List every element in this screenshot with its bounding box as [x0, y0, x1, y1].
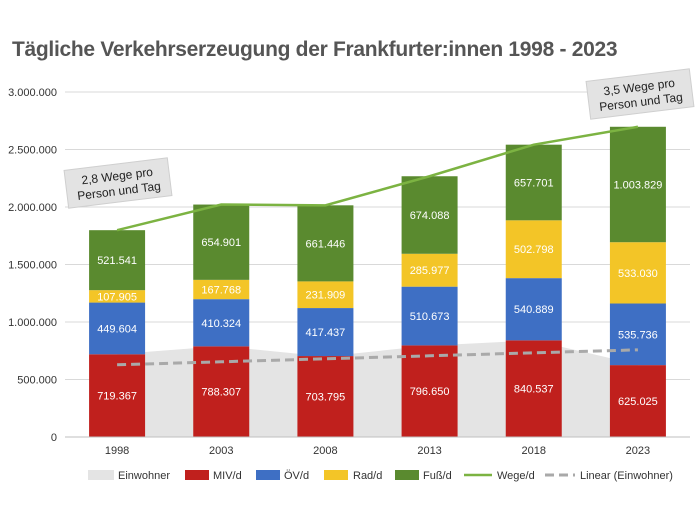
y-tick-label: 1.500.000 [8, 260, 57, 272]
stacked-bars: 719.367 449.604 107.905 521.541 788.307 410.3… [89, 126, 666, 437]
legend-label: Wege/d [497, 470, 535, 482]
line-wege [116, 125, 639, 232]
legend-label: Einwohner [118, 470, 170, 482]
bar-miv-2013 [401, 345, 458, 437]
y-axis: 0 500.000 1.000.000 1.500.000 2.000.000 2.500… [8, 87, 57, 444]
data-label-rad: 533.030 [618, 268, 658, 280]
bar-miv-2023 [609, 365, 666, 437]
data-label-rad: 285.977 [410, 265, 450, 277]
x-tick-label: 2018 [522, 445, 546, 457]
data-label-fuss: 1.003.829 [613, 179, 662, 191]
legend-swatch-oev [256, 470, 280, 480]
y-tick-label: 500.000 [17, 375, 57, 387]
data-label-miv: 719.367 [97, 391, 137, 403]
chart-title: Tägliche Verkehrserzeugung der Frankfurt… [12, 38, 618, 61]
bar-fuss-2013 [401, 176, 458, 254]
y-tick-label: 1.000.000 [8, 317, 57, 329]
legend-swatch-miv [185, 470, 209, 480]
legend-swatch-einwohner [88, 470, 114, 480]
bar-rad-2003 [193, 279, 250, 300]
bar-miv-2018 [505, 340, 562, 437]
bar-fuss-2023 [609, 126, 666, 243]
x-axis: 1998 2003 2008 2013 2018 2023 [65, 436, 690, 457]
data-label-miv: 788.307 [201, 387, 241, 399]
bar-oev-2008 [297, 308, 354, 357]
trendline-einwohner [117, 348, 638, 367]
x-tick-label: 2013 [417, 445, 441, 457]
legend-label: ÖV/d [284, 470, 309, 482]
bar-oev-2013 [401, 286, 458, 346]
bar-rad-2023 [609, 242, 666, 304]
bar-miv-1998 [89, 354, 146, 437]
data-label-fuss: 674.088 [410, 210, 450, 222]
y-tick-label: 0 [51, 432, 57, 444]
x-tick-label: 2003 [209, 445, 233, 457]
y-tick-label: 2.500.000 [8, 145, 57, 157]
x-tick-label: 2023 [626, 445, 650, 457]
y-tick-label: 2.000.000 [8, 202, 57, 214]
bar-oev-2018 [505, 278, 562, 341]
bar-fuss-2003 [193, 204, 250, 280]
legend-label: Fuß/d [423, 470, 452, 482]
legend-swatch-fuss [395, 470, 419, 480]
legend: Einwohner MIV/d ÖV/d Rad/d Fuß/d Wege/d Linear… [88, 470, 673, 482]
bar-rad-2008 [297, 281, 354, 309]
data-label-fuss: 521.541 [97, 255, 137, 267]
bar-oev-2003 [193, 299, 250, 347]
legend-label: Rad/d [353, 470, 382, 482]
x-tick-label: 1998 [105, 445, 129, 457]
data-label-miv: 625.025 [618, 396, 658, 408]
data-label-rad: 107.905 [97, 291, 137, 303]
data-label-fuss: 657.701 [514, 177, 554, 189]
bar-oev-2023 [609, 303, 666, 366]
bar-miv-2008 [297, 356, 354, 437]
annotation-box [63, 157, 173, 209]
data-label-oev: 449.604 [97, 323, 137, 335]
legend-label: MIV/d [213, 470, 242, 482]
legend-label: Linear (Einwohner) [580, 470, 673, 482]
bar-fuss-2008 [297, 205, 354, 282]
bar-fuss-1998 [89, 230, 146, 291]
annotation-box [585, 68, 695, 120]
data-label-oev: 535.736 [618, 329, 658, 341]
bar-rad-1998 [89, 290, 146, 303]
data-label-miv: 703.795 [306, 392, 346, 404]
bar-fuss-2018 [505, 144, 562, 221]
data-label-rad: 231.909 [306, 290, 346, 302]
data-label-oev: 417.437 [306, 327, 346, 339]
data-label-fuss: 654.901 [201, 237, 241, 249]
data-label-rad: 502.798 [514, 244, 554, 256]
lines [116, 125, 639, 367]
legend-swatch-rad [324, 470, 348, 480]
bar-rad-2013 [401, 253, 458, 287]
bar-oev-1998 [89, 302, 146, 355]
y-tick-label: 3.000.000 [8, 87, 57, 99]
data-label-miv: 796.650 [410, 386, 450, 398]
data-label-miv: 840.537 [514, 384, 554, 396]
data-label-oev: 540.889 [514, 304, 554, 316]
data-label-rad: 167.768 [201, 285, 241, 297]
data-label-oev: 410.324 [201, 318, 241, 330]
data-label-oev: 510.673 [410, 311, 450, 323]
x-tick-label: 2008 [313, 445, 337, 457]
bar-rad-2018 [505, 220, 562, 279]
data-label-fuss: 661.446 [306, 238, 346, 250]
